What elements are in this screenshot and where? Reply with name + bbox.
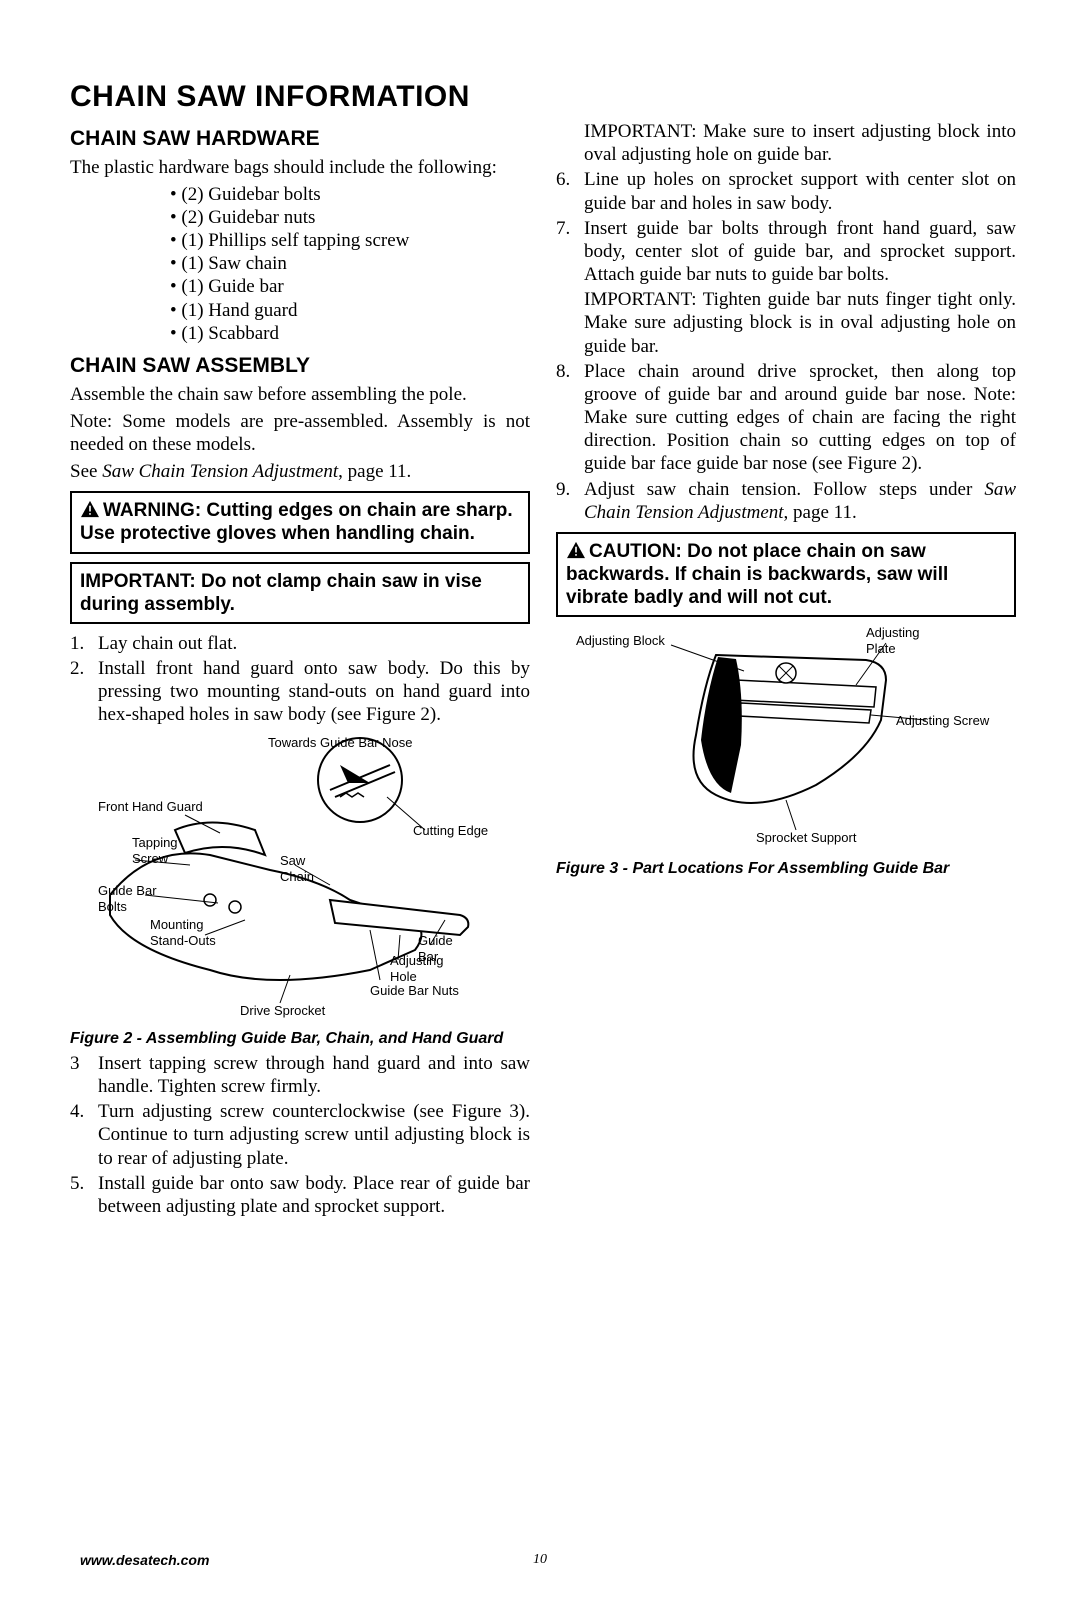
step-4: 4.Turn adjusting screw counterclockwise …	[70, 1100, 530, 1170]
fig-label: Tapping Screw	[132, 835, 178, 867]
list-item: (1) Hand guard	[170, 299, 530, 322]
assembly-p1: Assemble the chain saw before assembling…	[70, 383, 530, 406]
two-column-layout: Chain Saw Hardware The plastic hardware …	[70, 120, 1010, 1220]
assembly-p3: See Saw Chain Tension Adjustment, page 1…	[70, 460, 530, 483]
list-item: (2) Guidebar nuts	[170, 206, 530, 229]
list-item: (1) Saw chain	[170, 252, 530, 275]
caution-box: CAUTION: Do not place chain on saw backw…	[556, 532, 1016, 618]
footer-url: www.desatech.com	[80, 1552, 209, 1568]
warning-icon	[80, 500, 100, 518]
fig-label: Adjusting Hole	[390, 953, 443, 985]
fig-label: Towards Guide Bar Nose	[268, 735, 413, 751]
right-column: IMPORTANT: Make sure to insert adjusting…	[556, 120, 1016, 1220]
figure-3: Adjusting Block Adjusting Plate Adjustin…	[556, 625, 1016, 878]
fig-label: Cutting Edge	[413, 823, 488, 839]
fig-label: Drive Sprocket	[240, 1003, 325, 1019]
figure-3-svg	[556, 625, 1016, 855]
fig-label: Saw Chain	[280, 853, 314, 885]
step-7: 7.Insert guide bar bolts through front h…	[556, 217, 1016, 287]
figure-2-caption: Figure 2 - Assembling Guide Bar, Chain, …	[70, 1029, 530, 1048]
left-column: Chain Saw Hardware The plastic hardware …	[70, 120, 530, 1220]
assembly-steps-b: 3Insert tapping screw through hand guard…	[70, 1052, 530, 1218]
fig-label: Sprocket Support	[756, 830, 856, 846]
hardware-heading: Chain Saw Hardware	[70, 126, 530, 152]
caution-icon	[566, 541, 586, 559]
caution-text: CAUTION: Do not place chain on saw backw…	[566, 541, 948, 608]
fig-label: Adjusting Plate	[866, 625, 919, 657]
fig-label: Front Hand Guard	[98, 799, 203, 815]
assembly-p2: Note: Some models are pre-assembled. Ass…	[70, 410, 530, 456]
list-item: (1) Guide bar	[170, 275, 530, 298]
important-text: IMPORTANT: Do not clamp chain saw in vis…	[80, 571, 482, 615]
right-steps-block: IMPORTANT: Make sure to insert adjusting…	[556, 120, 1016, 524]
figure-2: Towards Guide Bar Nose Front Hand Guard …	[70, 735, 530, 1048]
fig-label: Adjusting Screw	[896, 713, 989, 729]
important-line: IMPORTANT: Make sure to insert adjusting…	[556, 120, 1016, 166]
step-5: 5.Install guide bar onto saw body. Place…	[70, 1172, 530, 1218]
warning-box: WARNING: Cutting edges on chain are shar…	[70, 491, 530, 553]
hardware-intro: The plastic hardware bags should include…	[70, 156, 530, 179]
step-3: 3Insert tapping screw through hand guard…	[70, 1052, 530, 1098]
warning-text: WARNING: Cutting edges on chain are shar…	[80, 500, 513, 544]
assembly-steps-a: 1.Lay chain out flat. 2.Install front ha…	[70, 632, 530, 727]
hardware-list: (2) Guidebar bolts (2) Guidebar nuts (1)…	[70, 183, 530, 345]
footer-page-number: 10	[533, 1552, 547, 1568]
page-title: Chain Saw Information	[70, 80, 1010, 114]
list-item: (1) Scabbard	[170, 322, 530, 345]
list-item: (1) Phillips self tapping screw	[170, 229, 530, 252]
fig-label: Mounting Stand-Outs	[150, 917, 216, 949]
figure-3-caption: Figure 3 - Part Locations For Assembling…	[556, 859, 1016, 878]
step-2: 2.Install front hand guard onto saw body…	[70, 657, 530, 727]
page-footer: www.desatech.com 10	[80, 1552, 1000, 1568]
important-box: IMPORTANT: Do not clamp chain saw in vis…	[70, 562, 530, 624]
fig-label: Adjusting Block	[576, 633, 665, 649]
list-item: (2) Guidebar bolts	[170, 183, 530, 206]
step-6: 6.Line up holes on sprocket support with…	[556, 168, 1016, 214]
fig-label: Guide Bar Nuts	[370, 983, 459, 999]
important-line-2: IMPORTANT: Tighten guide bar nuts finger…	[556, 288, 1016, 358]
step-1: 1.Lay chain out flat.	[70, 632, 530, 655]
assembly-heading: Chain Saw Assembly	[70, 353, 530, 379]
step-9: 9.Adjust saw chain tension. Follow steps…	[556, 478, 1016, 524]
fig-label: Guide Bar Bolts	[98, 883, 157, 915]
step-8: 8.Place chain around drive sprocket, the…	[556, 360, 1016, 476]
